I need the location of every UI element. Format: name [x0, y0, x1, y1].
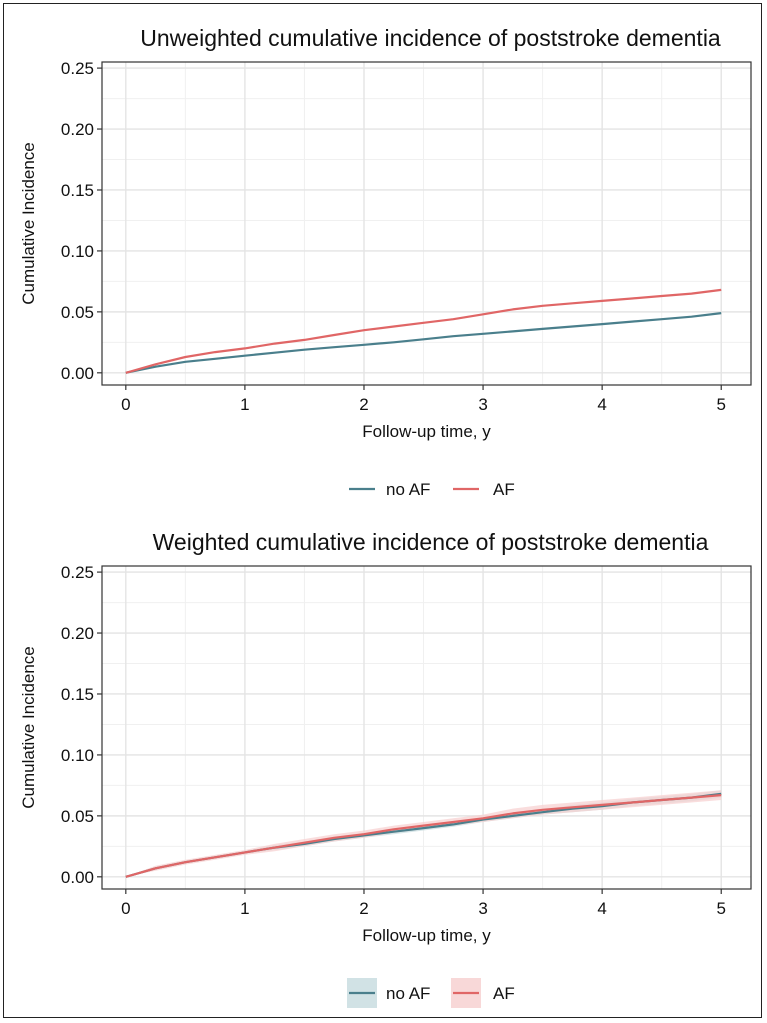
y-tick-label: 0.10	[61, 242, 94, 261]
legend-label-no-af: no AF	[386, 480, 430, 499]
grid-lines	[102, 62, 751, 385]
x-tick-label: 1	[240, 395, 249, 414]
x-tick-label: 3	[478, 395, 487, 414]
x-tick-label: 4	[597, 899, 606, 918]
y-axis-label: Cumulative Incidence	[19, 646, 38, 809]
x-tick-label: 0	[121, 899, 130, 918]
x-tick-label: 5	[716, 899, 725, 918]
series-line-af	[125, 288, 722, 374]
legend-label-no-af: no AF	[386, 984, 430, 1003]
x-tick-label: 5	[716, 395, 725, 414]
legend-label-af: AF	[493, 480, 515, 499]
y-tick-label: 0.20	[61, 624, 94, 643]
y-tick-label: 0.25	[61, 563, 94, 582]
y-tick-label: 0.05	[61, 807, 94, 826]
chart-panel-2: Weighted cumulative incidence of poststr…	[19, 529, 752, 1008]
legend: no AF AF	[347, 978, 515, 1008]
figure-frame: Unweighted cumulative incidence of posts…	[3, 3, 762, 1018]
plot-border	[101, 565, 752, 890]
x-axis-label: Follow-up time, y	[362, 422, 491, 441]
x-axis-label: Follow-up time, y	[362, 926, 491, 945]
series-line-no-af	[125, 312, 722, 374]
figure-svg: Unweighted cumulative incidence of posts…	[19, 25, 752, 1008]
y-axis-label: Cumulative Incidence	[19, 142, 38, 305]
y-tick-label: 0.00	[61, 364, 94, 383]
x-tick-label: 2	[359, 395, 368, 414]
y-tick-label: 0.05	[61, 303, 94, 322]
x-tick-label: 3	[478, 899, 487, 918]
y-tick-label: 0.25	[61, 59, 94, 78]
y-tick-label: 0.00	[61, 868, 94, 887]
confidence-band-af	[125, 790, 722, 877]
plot-border	[101, 61, 752, 386]
grid-lines	[102, 566, 751, 889]
y-tick-label: 0.15	[61, 181, 94, 200]
chart-panel-1: Unweighted cumulative incidence of posts…	[19, 25, 752, 499]
y-tick-label: 0.15	[61, 685, 94, 704]
x-tick-label: 1	[240, 899, 249, 918]
legend: no AF AF	[349, 480, 515, 499]
x-tick-label: 4	[597, 395, 606, 414]
y-tick-label: 0.20	[61, 120, 94, 139]
y-tick-label: 0.10	[61, 746, 94, 765]
x-tick-label: 0	[121, 395, 130, 414]
plot-area	[102, 62, 751, 385]
x-tick-label: 2	[359, 899, 368, 918]
chart-title: Weighted cumulative incidence of poststr…	[153, 529, 709, 555]
series-line-af	[125, 794, 722, 878]
chart-title: Unweighted cumulative incidence of posts…	[140, 25, 721, 51]
plot-area	[102, 566, 751, 889]
legend-label-af: AF	[493, 984, 515, 1003]
